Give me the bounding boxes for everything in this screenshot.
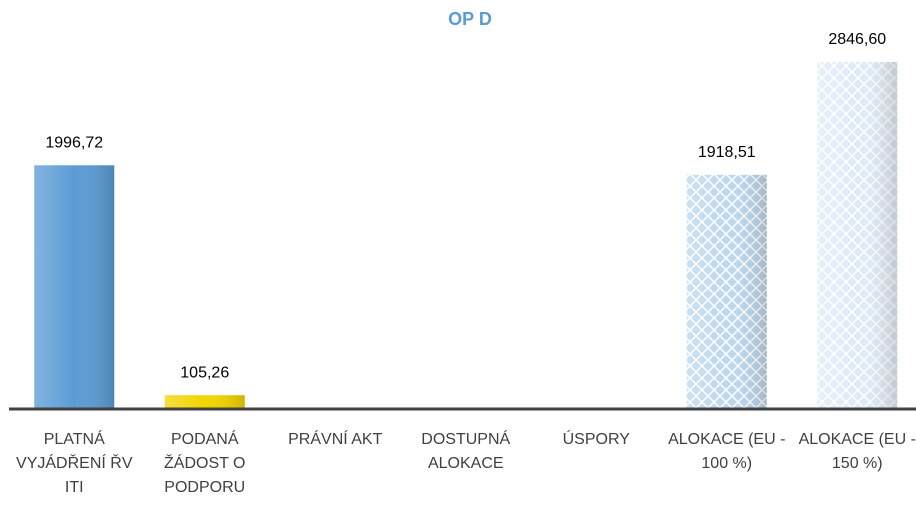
value-label: 1918,51 [698, 144, 756, 161]
x-tick-label: PODANÁ ŽÁDOST O PODPORU [164, 431, 246, 496]
chart-title: OP D [448, 9, 492, 29]
bar [817, 62, 898, 408]
x-tick-label: ÚSPORY [562, 431, 630, 448]
bar [34, 165, 115, 408]
bar [686, 174, 767, 408]
x-tick-label: DOSTUPNÁ ALOKACE [421, 431, 511, 472]
value-label: 1996,72 [45, 135, 103, 152]
bar [164, 395, 245, 408]
value-label: 2846,60 [828, 31, 886, 48]
value-label: 105,26 [180, 364, 229, 381]
x-tick-label: PLATNÁ VYJÁDŘENÍ ŘV ITI [16, 431, 133, 496]
x-tick-label: PRÁVNÍ AKT [288, 431, 383, 448]
x-tick-label: ALOKACE (EU - 150 %) [798, 431, 916, 472]
x-tick-label: ALOKACE (EU - 100 %) [668, 431, 786, 472]
